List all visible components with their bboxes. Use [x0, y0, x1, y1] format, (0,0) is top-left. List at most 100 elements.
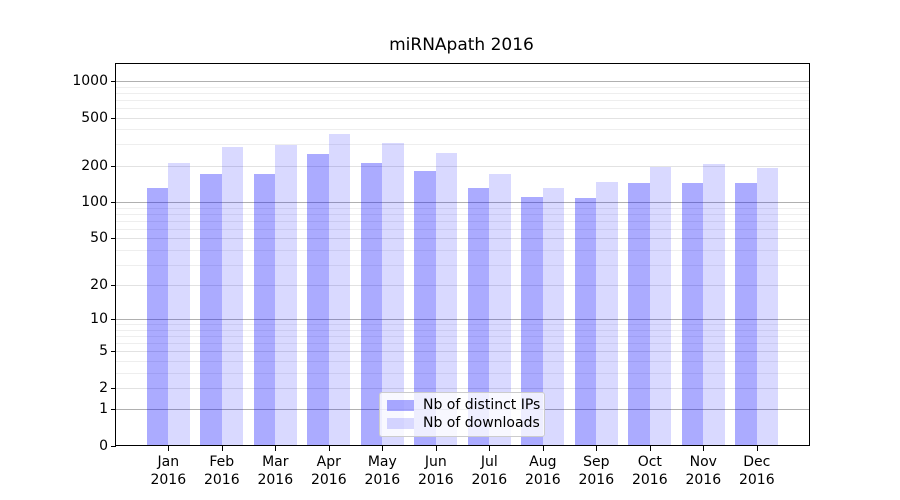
bar-downloads	[542, 188, 565, 445]
y-tick	[111, 409, 116, 410]
plot-area: Nb of distinct IPs Nb of downloads Jan 20…	[72, 63, 810, 488]
x-tick-label: Oct 2016	[631, 454, 668, 488]
gridline-minor	[116, 336, 809, 338]
x-tick-label: May 2016	[364, 454, 401, 488]
bar-distinct-ips	[681, 183, 704, 445]
y-tick	[111, 238, 116, 239]
gridline-minor	[116, 324, 809, 326]
gridline-minor	[116, 107, 809, 109]
gridline-minor	[116, 264, 809, 266]
x-tick	[328, 446, 330, 451]
bar-downloads	[382, 142, 404, 445]
gridline-2	[116, 387, 809, 389]
y-tick-label: 2	[99, 380, 108, 396]
x-tick-label: Apr 2016	[310, 454, 347, 488]
x-tick-label: Aug 2016	[524, 454, 561, 488]
bar-distinct-ips	[735, 183, 757, 445]
x-tick	[489, 446, 491, 451]
gridline-minor	[116, 228, 809, 230]
bar-downloads	[756, 168, 779, 445]
x-tick	[382, 446, 384, 451]
gridline-minor	[116, 129, 809, 131]
bar-downloads	[168, 163, 190, 445]
bar-downloads	[596, 182, 618, 445]
gridline-minor	[116, 207, 809, 209]
y-tick	[111, 81, 116, 82]
bar-distinct-ips	[521, 196, 543, 445]
x-tick	[435, 446, 437, 451]
chart-title: miRNApath 2016	[389, 35, 534, 55]
x-tick	[649, 446, 651, 451]
gridline-minor	[116, 372, 809, 374]
bar-distinct-ips	[307, 153, 329, 445]
x-tick	[275, 446, 277, 451]
gridline-minor	[116, 99, 809, 101]
x-tick	[596, 446, 598, 451]
gridline-20	[116, 285, 809, 287]
legend-label-distinct-ips: Nb of distinct IPs	[423, 397, 541, 413]
bar-distinct-ips	[253, 173, 276, 445]
y-tick-label: 20	[90, 277, 108, 294]
y-tick-label: 1	[99, 401, 108, 418]
legend-item-downloads: Nb of downloads	[387, 416, 540, 431]
y-tick-label: 100	[81, 194, 108, 211]
x-tick-label: Feb 2016	[203, 454, 240, 488]
bar-distinct-ips	[628, 183, 650, 445]
y-tick	[111, 388, 116, 389]
gridline-5	[116, 351, 809, 353]
x-tick	[542, 446, 544, 451]
gridline-minor	[116, 360, 809, 362]
x-tick	[221, 446, 223, 451]
bar-distinct-ips	[200, 174, 222, 445]
y-tick	[111, 351, 116, 352]
y-tick-label: 500	[81, 109, 108, 126]
y-tick	[111, 166, 116, 167]
gridline-minor	[116, 249, 809, 251]
y-tick	[111, 118, 116, 119]
y-tick-label: 10	[90, 311, 108, 328]
legend-swatch-downloads-icon	[387, 418, 414, 429]
x-tick-label: Mar 2016	[257, 454, 294, 488]
gridline-minor	[116, 86, 809, 88]
gridline-1000	[116, 80, 809, 82]
x-tick-label: Jun 2016	[417, 454, 454, 488]
bar-downloads	[328, 133, 351, 445]
y-tick-label: 50	[90, 230, 108, 247]
y-tick	[111, 202, 116, 203]
gridline-minor	[116, 343, 809, 345]
gridline-500	[116, 117, 809, 119]
legend-swatch-distinct-ips-icon	[387, 400, 414, 411]
gridline-50	[116, 238, 809, 240]
bar-distinct-ips	[360, 162, 383, 445]
gridline-minor	[116, 144, 809, 146]
legend-label-downloads: Nb of downloads	[423, 415, 540, 431]
bar-distinct-ips	[414, 171, 436, 445]
x-tick-label: Jul 2016	[471, 454, 508, 488]
bar-downloads	[275, 145, 297, 445]
legend: Nb of distinct IPs Nb of downloads	[379, 392, 545, 437]
x-tick-label: Dec 2016	[738, 454, 775, 488]
x-tick	[756, 446, 758, 451]
y-tick-label: 5	[99, 343, 108, 360]
gridline-minor	[116, 329, 809, 331]
x-tick	[168, 446, 170, 451]
bar-distinct-ips	[467, 188, 490, 445]
x-tick-label: Nov 2016	[685, 454, 722, 488]
bar-downloads	[489, 174, 511, 445]
gridline-100	[116, 202, 809, 204]
y-tick-label: 1000	[72, 73, 108, 89]
bar-downloads	[649, 167, 672, 445]
bar-downloads	[703, 163, 725, 445]
bar-downloads	[435, 152, 458, 445]
gridline-minor	[116, 92, 809, 94]
y-tick-label: 200	[81, 157, 108, 174]
bar-distinct-ips	[146, 188, 169, 445]
y-tick	[111, 319, 116, 320]
gridline-minor	[116, 220, 809, 222]
bar-distinct-ips	[574, 198, 597, 445]
x-tick-label: Sep 2016	[578, 454, 615, 488]
x-tick	[703, 446, 705, 451]
gridline-200	[116, 165, 809, 167]
y-tick	[111, 285, 116, 286]
